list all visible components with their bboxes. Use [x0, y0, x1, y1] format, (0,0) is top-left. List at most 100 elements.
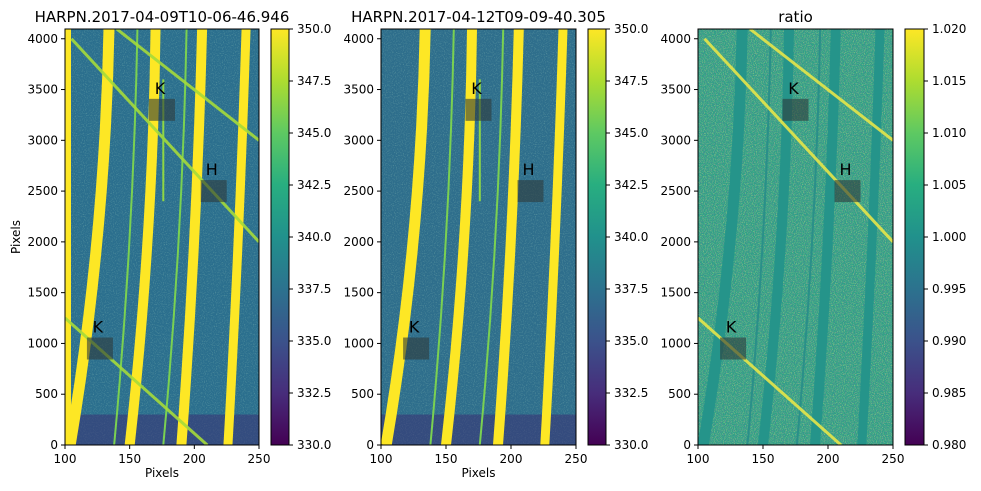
x-tick-label: 250: [565, 452, 588, 466]
colorbar-tick-label: 1.010: [932, 126, 966, 140]
y-tick-label: 1500: [343, 286, 374, 300]
line-marker-label: K: [409, 318, 420, 337]
y-tick-label: 2500: [343, 184, 374, 198]
heatmap-image: [698, 29, 893, 445]
y-tick-label: 3500: [660, 83, 691, 97]
chart-title: HARPN.2017-04-12T09-09-40.305: [351, 8, 606, 26]
colorbar-gradient: [270, 28, 290, 446]
y-tick-label: 2000: [27, 235, 58, 249]
y-tick-label: 4000: [343, 32, 374, 46]
y-tick-label: 4000: [27, 32, 58, 46]
colorbar-tick-label: 335.0: [297, 334, 331, 348]
colorbar-tick-label: 337.5: [297, 282, 331, 296]
colorbar-tick-label: 0.990: [932, 334, 966, 348]
line-marker-box: [149, 98, 175, 121]
colorbar-tick-label: 345.0: [297, 126, 331, 140]
cross-line: [70, 37, 259, 243]
colorbar: 330.0 332.5 335.0 337.5 340.0 342.5 345.0 347.5…: [270, 22, 331, 452]
line-marker-box: [834, 180, 861, 203]
spectral-order-stripe: [810, 29, 841, 445]
colorbar-tick-label: 330.0: [297, 438, 331, 452]
x-tick-label: 250: [882, 452, 905, 466]
cross-line: [703, 37, 893, 243]
spectral-order-stripe: [758, 29, 794, 445]
line-marker-label: K: [471, 79, 482, 98]
y-tick-label: 0: [50, 438, 58, 452]
line-marker-box: [782, 98, 809, 121]
x-tick-label: 100: [54, 452, 77, 466]
colorbar-tick-label: 347.5: [297, 74, 331, 88]
colorbar-tick-label: 0.980: [932, 438, 966, 452]
line-marker-label: K: [788, 79, 799, 98]
colorbar-tick-label: 0.985: [932, 386, 966, 400]
x-tick-label: 200: [817, 452, 840, 466]
line-marker-label: H: [522, 160, 534, 179]
chart-panel-1: HARPN.2017-04-09T10-06-46.946 100 150 200 25…: [9, 8, 331, 480]
line-marker-box: [403, 337, 430, 360]
y-tick-label: 0: [366, 438, 374, 452]
y-tick-label: 500: [351, 387, 374, 401]
spectral-order-stripe: [441, 29, 477, 445]
y-tick-label: 3500: [343, 83, 374, 97]
heatmap-image: [381, 29, 576, 445]
colorbar-tick-label: 342.5: [614, 178, 648, 192]
colorbar-tick-label: 340.0: [614, 230, 648, 244]
y-tick-label: 2500: [27, 184, 58, 198]
colorbar-tick-label: 1.005: [932, 178, 966, 192]
line-marker-box: [517, 180, 544, 203]
x-axis-label: Pixels: [461, 466, 495, 480]
y-tick-label: 2500: [660, 184, 691, 198]
cross-line: [115, 29, 259, 142]
colorbar-tick-label: 330.0: [614, 438, 648, 452]
chart-panel-2: HARPN.2017-04-12T09-09-40.305 100 150 200 25…: [343, 8, 648, 480]
line-marker-box: [86, 337, 113, 360]
y-tick-label: 1500: [27, 286, 58, 300]
x-tick-label: 150: [752, 452, 775, 466]
x-tick-label: 250: [248, 452, 271, 466]
spectral-order-stripe: [162, 29, 188, 445]
spectral-order-stripe: [478, 29, 505, 445]
spectral-order-stripe: [176, 29, 208, 445]
spectral-order-stripe: [429, 29, 455, 445]
spectral-order-stripe: [698, 29, 748, 445]
plot-frame: [697, 28, 894, 446]
colorbar-tick-label: 335.0: [614, 334, 648, 348]
y-tick-label: 500: [35, 387, 58, 401]
x-tick-label: 150: [435, 452, 458, 466]
line-marker-box: [465, 98, 492, 121]
y-tick-label: 500: [668, 387, 691, 401]
colorbar-tick-label: 0.995: [932, 282, 966, 296]
chart-title: HARPN.2017-04-09T10-06-46.946: [35, 8, 290, 26]
colorbar-tick-label: 350.0: [614, 22, 648, 36]
plot-frame: [380, 28, 577, 446]
spectral-order-stripe: [223, 29, 251, 445]
colorbar-tick-label: 337.5: [614, 282, 648, 296]
colorbar-tick-label: 332.5: [614, 386, 648, 400]
plot-frame: [64, 28, 260, 446]
cross-line: [749, 29, 893, 142]
colorbar-tick-label: 1.000: [932, 230, 966, 244]
line-marker-label: H: [206, 160, 218, 179]
colorbar-gradient: [904, 28, 925, 446]
spectral-order-stripe: [795, 29, 822, 445]
spectral-order-stripe: [493, 29, 524, 445]
line-marker-label: K: [726, 318, 737, 337]
line-marker-label: K: [155, 79, 166, 98]
spectral-order-stripe: [540, 29, 568, 445]
spectral-order-stripe: [746, 29, 772, 445]
y-tick-label: 2000: [660, 235, 691, 249]
colorbar-tick-label: 350.0: [297, 22, 331, 36]
colorbar-tick-label: 340.0: [297, 230, 331, 244]
y-axis-label: Pixels: [9, 220, 23, 254]
y-tick-label: 1000: [27, 336, 58, 350]
colorbar-tick-label: 332.5: [297, 386, 331, 400]
x-tick-label: 200: [183, 452, 206, 466]
colorbar-tick-label: 345.0: [614, 126, 648, 140]
x-tick-label: 100: [687, 452, 710, 466]
spectral-order-stripe: [113, 29, 139, 445]
x-tick-label: 150: [118, 452, 141, 466]
spectral-order-stripe: [857, 29, 885, 445]
colorbar-gradient: [587, 28, 607, 446]
